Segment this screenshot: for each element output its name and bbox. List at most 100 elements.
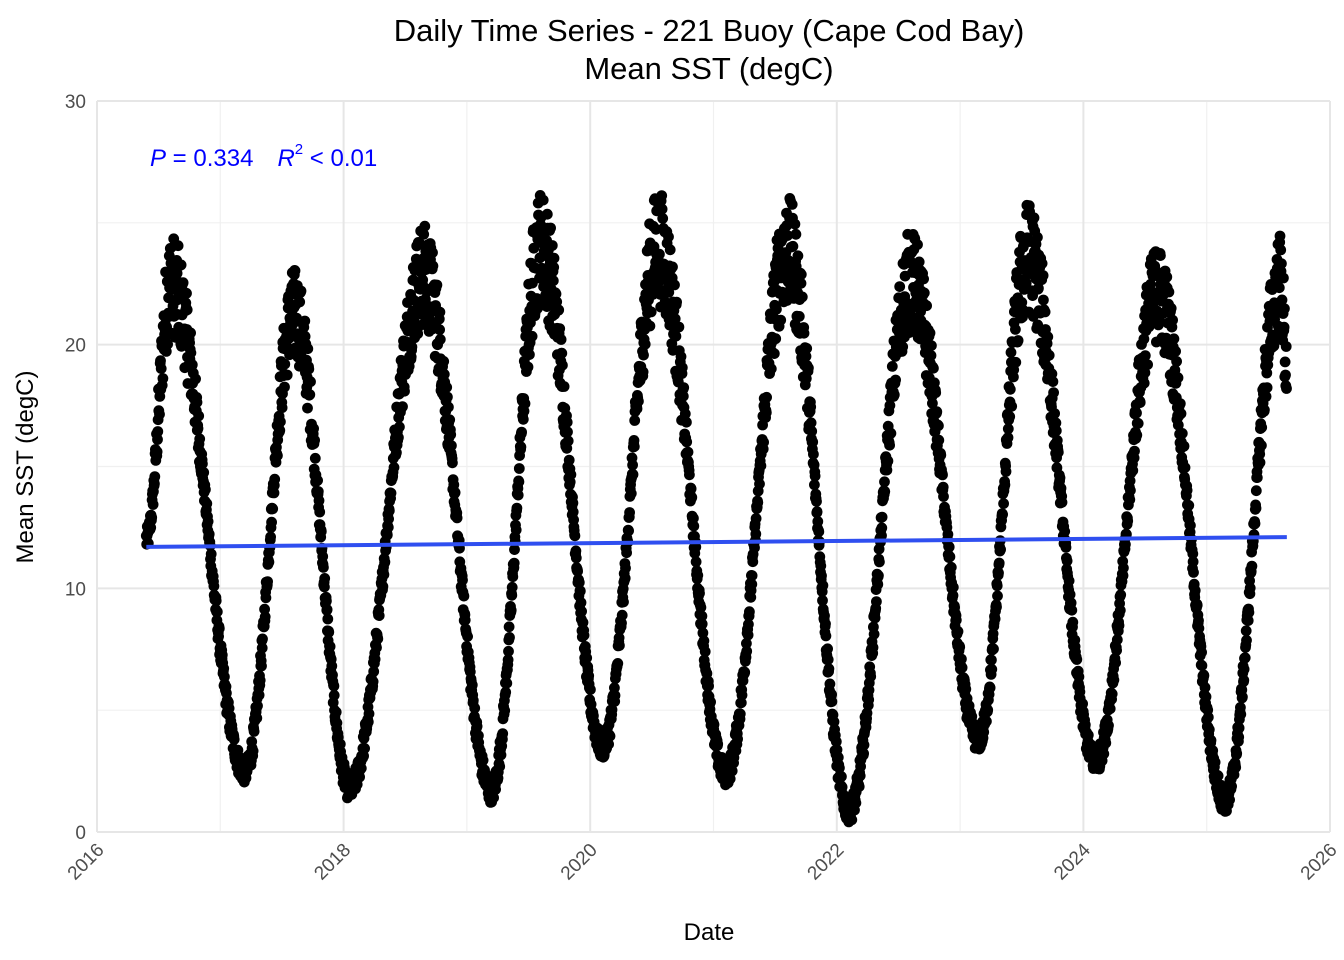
data-point	[1172, 372, 1184, 384]
data-point	[1032, 231, 1043, 243]
data-point	[758, 436, 769, 448]
data-point	[1238, 674, 1250, 686]
data-point	[451, 512, 463, 524]
data-point	[884, 400, 896, 411]
data-point	[1163, 286, 1175, 298]
data-point	[359, 743, 370, 754]
data-point	[302, 343, 314, 355]
data-point	[1170, 345, 1181, 357]
data-point	[765, 363, 777, 375]
data-point	[546, 240, 558, 251]
linear-trend-line	[146, 535, 1287, 549]
data-point	[154, 408, 165, 420]
data-point	[619, 572, 631, 584]
p-value: = 0.334	[166, 145, 253, 172]
data-point	[1191, 599, 1203, 611]
data-point	[872, 579, 884, 590]
data-point	[551, 296, 563, 308]
data-point	[644, 320, 656, 332]
data-point	[431, 279, 443, 291]
data-point	[252, 700, 263, 712]
data-point	[1280, 341, 1292, 352]
data-point	[1131, 407, 1142, 419]
data-point	[854, 770, 866, 782]
data-point	[294, 296, 306, 308]
data-point	[603, 738, 614, 750]
data-point	[930, 387, 942, 399]
data-point	[228, 734, 240, 745]
data-point	[328, 689, 340, 701]
data-point	[698, 635, 710, 647]
data-point	[567, 497, 579, 509]
data-point	[988, 643, 999, 655]
data-point	[524, 349, 535, 360]
data-point	[669, 279, 680, 291]
data-point	[213, 630, 225, 642]
data-point	[991, 580, 1003, 592]
data-point	[695, 602, 707, 613]
data-point	[274, 424, 286, 436]
data-point	[1132, 418, 1144, 429]
data-point	[1060, 542, 1072, 553]
data-point	[620, 562, 631, 574]
y-tick-label: 0	[75, 823, 86, 844]
data-point	[627, 469, 639, 480]
data-point	[912, 239, 923, 251]
data-point	[414, 238, 426, 250]
data-point	[743, 618, 754, 630]
data-point	[809, 470, 821, 482]
data-point	[931, 406, 943, 418]
data-point	[200, 484, 211, 495]
data-point	[771, 303, 782, 315]
data-point	[867, 642, 879, 653]
data-point	[1250, 485, 1262, 497]
data-point	[664, 244, 676, 256]
data-point	[1174, 398, 1186, 409]
data-point	[1113, 620, 1125, 631]
data-point	[656, 190, 668, 202]
regression-annotation: P = 0.334 R2 < 0.01	[150, 141, 377, 172]
data-point	[812, 516, 824, 527]
data-point	[458, 590, 470, 602]
data-point	[501, 677, 513, 689]
data-point	[210, 595, 222, 607]
data-point	[548, 261, 560, 273]
data-point	[508, 557, 520, 569]
data-point	[808, 448, 819, 460]
data-point	[513, 476, 525, 488]
data-point	[446, 440, 457, 451]
data-point	[798, 327, 810, 339]
data-point	[952, 626, 964, 637]
data-point	[770, 333, 782, 345]
data-point	[879, 476, 890, 488]
data-point	[822, 654, 834, 665]
data-point	[315, 526, 327, 537]
data-point	[882, 455, 894, 467]
data-point	[576, 605, 587, 617]
data-point	[960, 683, 972, 695]
data-point	[445, 429, 457, 440]
data-point	[1005, 347, 1017, 358]
data-point	[681, 436, 693, 448]
data-point	[1004, 411, 1016, 422]
data-point	[982, 704, 994, 716]
data-point	[265, 531, 276, 543]
data-point	[629, 415, 641, 426]
data-point	[989, 613, 1001, 625]
data-point	[1048, 387, 1059, 398]
data-point	[321, 595, 332, 607]
data-point	[676, 362, 688, 373]
data-point	[817, 580, 829, 591]
data-point	[528, 242, 540, 254]
data-point	[1231, 748, 1243, 759]
data-point	[811, 496, 822, 507]
data-point	[1106, 688, 1118, 700]
data-point	[583, 670, 595, 682]
data-point	[786, 199, 798, 210]
data-point	[1235, 708, 1247, 720]
data-point	[945, 561, 957, 573]
data-point	[692, 569, 704, 581]
data-point	[790, 228, 802, 240]
data-point	[211, 606, 223, 618]
data-point	[443, 401, 454, 413]
